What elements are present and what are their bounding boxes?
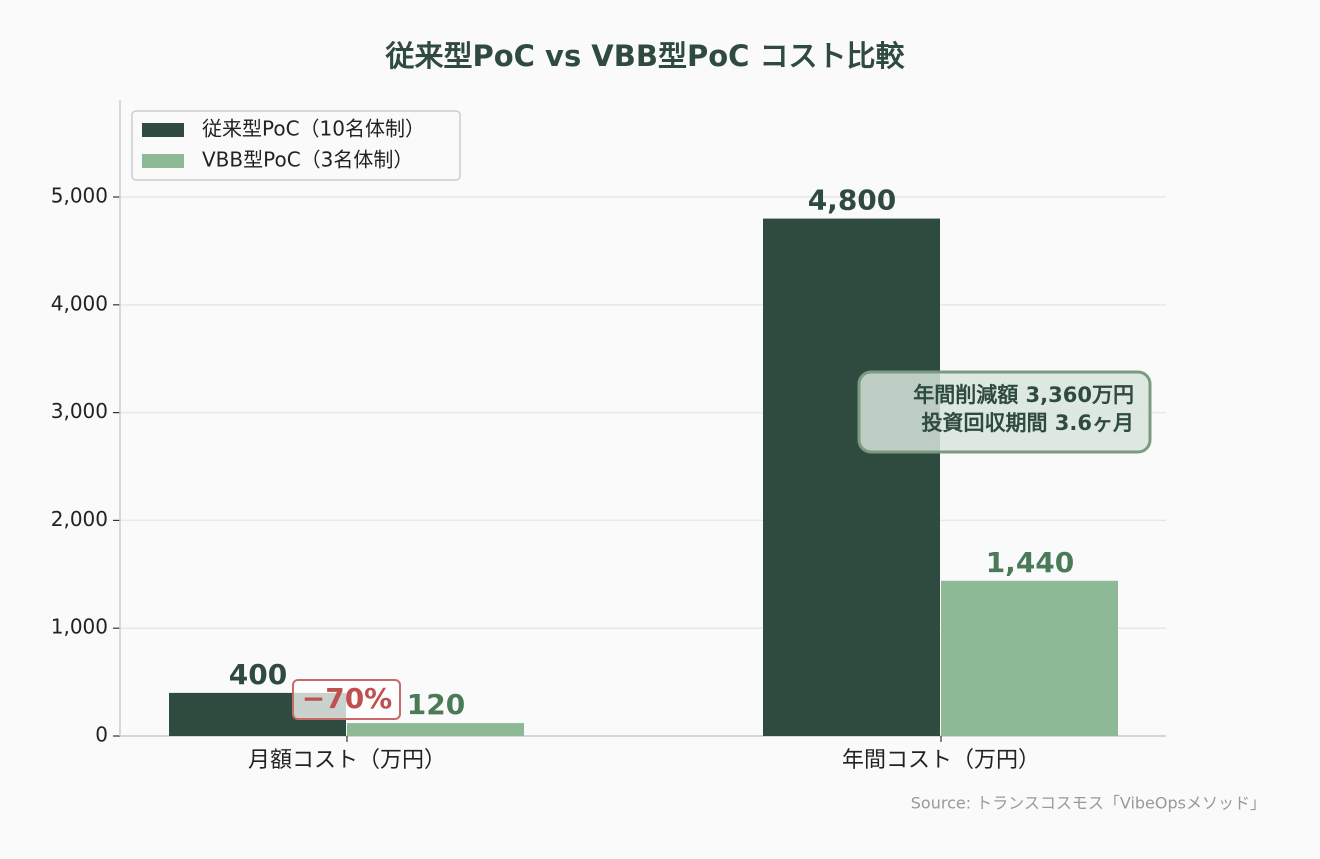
x-tick-label: 月額コスト（万円）: [248, 748, 446, 773]
bar: [347, 723, 524, 736]
annotation: −70%: [302, 682, 392, 715]
y-tick-label: 1,000: [51, 615, 108, 639]
legend-swatch: [142, 123, 184, 137]
legend-label: 従来型PoC（10名体制）: [202, 117, 425, 141]
annotation: 年間削減額 3,360万円: [913, 383, 1134, 407]
annotation-box: [292, 679, 401, 720]
legend-box: [131, 110, 461, 181]
chart-title: 従来型PoC vs VBB型PoC コスト比較: [384, 39, 905, 73]
y-tick-label: 2,000: [51, 507, 108, 531]
legend-label: VBB型PoC（3名体制）: [202, 148, 413, 172]
value-label: 4,800: [808, 184, 897, 217]
source-note: Source: トランスコスモス「VibeOpsメソッド」: [911, 794, 1266, 813]
value-label: 120: [407, 688, 465, 721]
value-label: 400: [229, 658, 287, 691]
bar: [941, 580, 1118, 736]
y-tick-label: 4,000: [51, 291, 108, 315]
y-tick-label: 5,000: [51, 184, 108, 208]
legend-swatch: [142, 154, 184, 168]
y-tick-label: 3,000: [51, 399, 108, 423]
annotation: 投資回収期間 3.6ヶ月: [921, 411, 1134, 435]
value-label: 1,440: [986, 546, 1075, 579]
x-tick-label: 年間コスト（万円）: [842, 748, 1040, 773]
annotation-box: [857, 370, 1152, 454]
bar: [763, 218, 940, 736]
y-tick-label: 0: [95, 723, 108, 747]
